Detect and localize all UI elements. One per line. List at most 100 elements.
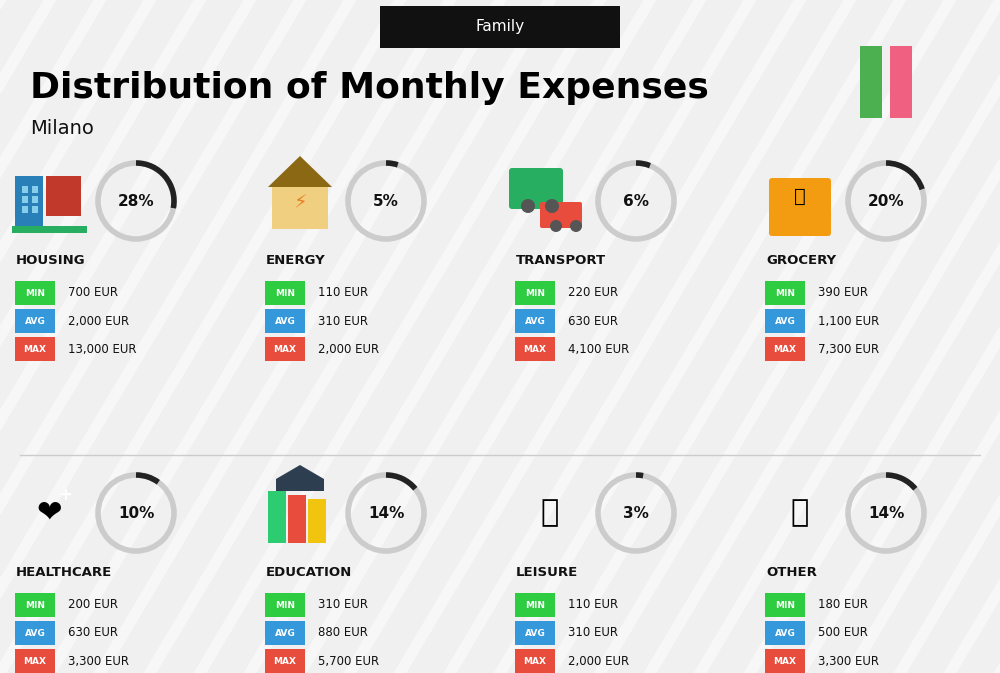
FancyBboxPatch shape bbox=[265, 309, 305, 333]
FancyBboxPatch shape bbox=[265, 621, 305, 645]
Polygon shape bbox=[268, 156, 332, 187]
FancyBboxPatch shape bbox=[765, 281, 805, 305]
Text: MAX: MAX bbox=[774, 656, 796, 666]
Text: 500 EUR: 500 EUR bbox=[818, 627, 868, 639]
FancyBboxPatch shape bbox=[515, 309, 555, 333]
Text: 220 EUR: 220 EUR bbox=[568, 287, 618, 299]
Text: 110 EUR: 110 EUR bbox=[318, 287, 368, 299]
Text: EDUCATION: EDUCATION bbox=[266, 567, 352, 579]
FancyBboxPatch shape bbox=[765, 649, 805, 673]
Text: 200 EUR: 200 EUR bbox=[68, 598, 118, 612]
Text: OTHER: OTHER bbox=[766, 567, 817, 579]
Text: AVG: AVG bbox=[525, 629, 545, 637]
FancyBboxPatch shape bbox=[765, 337, 805, 361]
Text: 630 EUR: 630 EUR bbox=[568, 314, 618, 328]
Text: 3,300 EUR: 3,300 EUR bbox=[68, 655, 129, 668]
FancyBboxPatch shape bbox=[765, 621, 805, 645]
FancyBboxPatch shape bbox=[15, 649, 55, 673]
Text: GROCERY: GROCERY bbox=[766, 254, 836, 267]
Text: HEALTHCARE: HEALTHCARE bbox=[16, 567, 112, 579]
Text: MAX: MAX bbox=[274, 656, 296, 666]
Text: 13,000 EUR: 13,000 EUR bbox=[68, 343, 136, 355]
FancyBboxPatch shape bbox=[515, 337, 555, 361]
Text: 2,000 EUR: 2,000 EUR bbox=[568, 655, 629, 668]
Text: 28%: 28% bbox=[118, 194, 154, 209]
Text: 390 EUR: 390 EUR bbox=[818, 287, 868, 299]
FancyBboxPatch shape bbox=[22, 196, 28, 203]
Text: 👛: 👛 bbox=[791, 499, 809, 528]
Circle shape bbox=[545, 199, 559, 213]
Text: 2,000 EUR: 2,000 EUR bbox=[68, 314, 129, 328]
Text: ⚡: ⚡ bbox=[293, 194, 307, 213]
Text: Milano: Milano bbox=[30, 118, 94, 137]
Text: 700 EUR: 700 EUR bbox=[68, 287, 118, 299]
Text: MIN: MIN bbox=[525, 600, 545, 610]
Text: 3,300 EUR: 3,300 EUR bbox=[818, 655, 879, 668]
FancyBboxPatch shape bbox=[769, 178, 831, 236]
Circle shape bbox=[521, 199, 535, 213]
Text: ENERGY: ENERGY bbox=[266, 254, 326, 267]
FancyBboxPatch shape bbox=[12, 226, 87, 233]
Polygon shape bbox=[276, 465, 324, 479]
FancyBboxPatch shape bbox=[308, 499, 326, 543]
FancyBboxPatch shape bbox=[765, 309, 805, 333]
Text: MAX: MAX bbox=[774, 345, 796, 353]
FancyBboxPatch shape bbox=[32, 196, 38, 203]
Text: HOUSING: HOUSING bbox=[16, 254, 86, 267]
Text: 2,000 EUR: 2,000 EUR bbox=[318, 343, 379, 355]
FancyBboxPatch shape bbox=[265, 337, 305, 361]
Text: 310 EUR: 310 EUR bbox=[318, 314, 368, 328]
Text: 4,100 EUR: 4,100 EUR bbox=[568, 343, 629, 355]
FancyBboxPatch shape bbox=[860, 46, 882, 118]
Text: MAX: MAX bbox=[24, 656, 46, 666]
FancyBboxPatch shape bbox=[15, 337, 55, 361]
Text: MIN: MIN bbox=[275, 289, 295, 297]
FancyBboxPatch shape bbox=[288, 495, 306, 543]
Text: TRANSPORT: TRANSPORT bbox=[516, 254, 606, 267]
Text: AVG: AVG bbox=[525, 316, 545, 326]
FancyBboxPatch shape bbox=[515, 281, 555, 305]
Text: 14%: 14% bbox=[868, 505, 904, 520]
Text: 20%: 20% bbox=[868, 194, 904, 209]
FancyBboxPatch shape bbox=[380, 6, 620, 48]
Circle shape bbox=[550, 220, 562, 232]
Text: MAX: MAX bbox=[524, 345, 546, 353]
Text: MAX: MAX bbox=[524, 656, 546, 666]
FancyBboxPatch shape bbox=[272, 187, 328, 229]
FancyBboxPatch shape bbox=[22, 206, 28, 213]
FancyBboxPatch shape bbox=[265, 649, 305, 673]
FancyBboxPatch shape bbox=[268, 491, 286, 543]
Text: MIN: MIN bbox=[25, 289, 45, 297]
Text: AVG: AVG bbox=[775, 316, 795, 326]
FancyBboxPatch shape bbox=[15, 309, 55, 333]
Text: 10%: 10% bbox=[118, 505, 154, 520]
Text: 5%: 5% bbox=[373, 194, 399, 209]
Text: 3%: 3% bbox=[623, 505, 649, 520]
Text: ❤️: ❤️ bbox=[37, 499, 63, 528]
Text: AVG: AVG bbox=[275, 629, 295, 637]
Text: LEISURE: LEISURE bbox=[516, 567, 578, 579]
Text: Family: Family bbox=[475, 20, 525, 34]
FancyBboxPatch shape bbox=[509, 168, 563, 209]
FancyBboxPatch shape bbox=[515, 593, 555, 617]
FancyBboxPatch shape bbox=[15, 281, 55, 305]
FancyBboxPatch shape bbox=[276, 479, 324, 491]
Text: MIN: MIN bbox=[775, 600, 795, 610]
FancyBboxPatch shape bbox=[32, 206, 38, 213]
Text: 5,700 EUR: 5,700 EUR bbox=[318, 655, 379, 668]
Text: 110 EUR: 110 EUR bbox=[568, 598, 618, 612]
Text: 880 EUR: 880 EUR bbox=[318, 627, 368, 639]
Text: AVG: AVG bbox=[775, 629, 795, 637]
Text: 180 EUR: 180 EUR bbox=[818, 598, 868, 612]
Text: 630 EUR: 630 EUR bbox=[68, 627, 118, 639]
FancyBboxPatch shape bbox=[15, 593, 55, 617]
Text: 14%: 14% bbox=[368, 505, 404, 520]
Text: AVG: AVG bbox=[25, 316, 45, 326]
Text: Distribution of Monthly Expenses: Distribution of Monthly Expenses bbox=[30, 71, 709, 105]
Text: 310 EUR: 310 EUR bbox=[568, 627, 618, 639]
Text: 6%: 6% bbox=[623, 194, 649, 209]
Text: 7,300 EUR: 7,300 EUR bbox=[818, 343, 879, 355]
FancyBboxPatch shape bbox=[515, 621, 555, 645]
FancyBboxPatch shape bbox=[515, 649, 555, 673]
Text: MIN: MIN bbox=[25, 600, 45, 610]
